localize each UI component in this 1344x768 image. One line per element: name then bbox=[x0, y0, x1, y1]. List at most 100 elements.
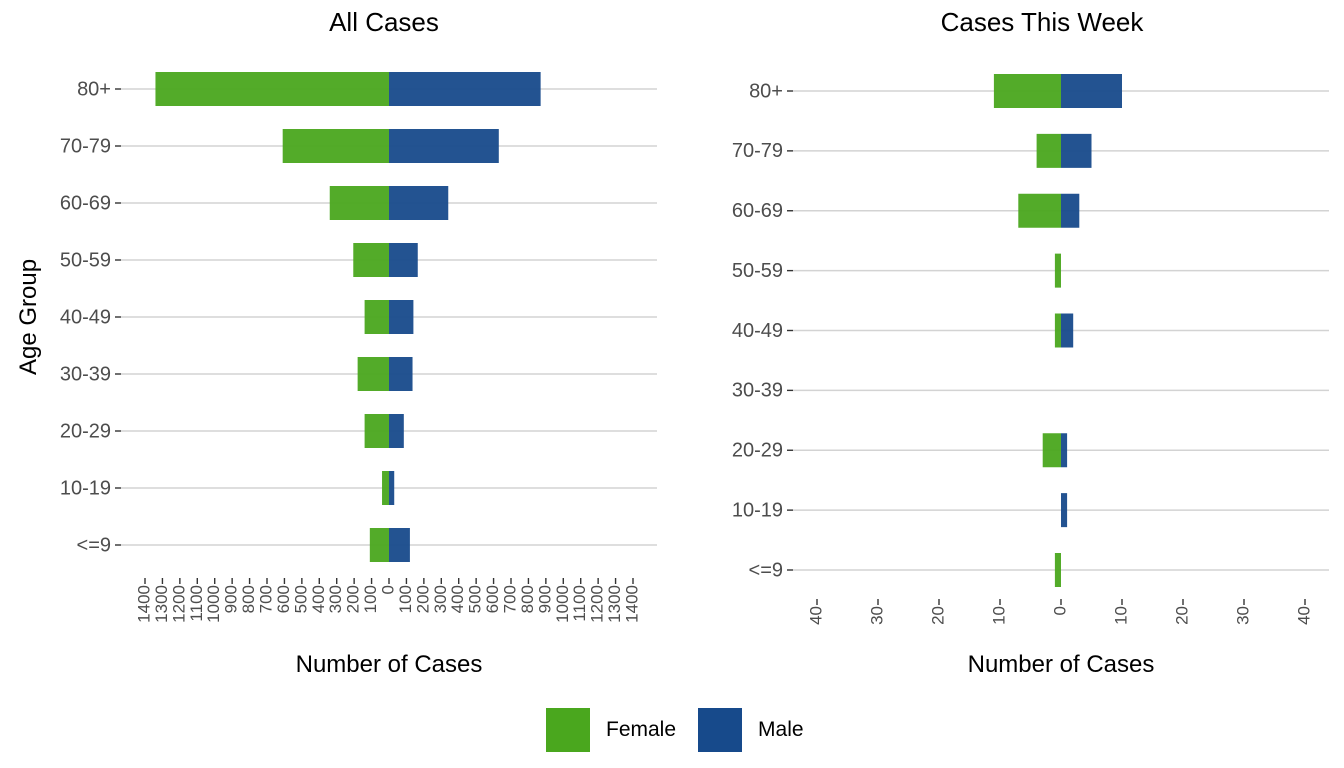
y-tick-label-1-1: 70-79 bbox=[60, 135, 111, 157]
y-tick-label-2-2: 60-69 bbox=[732, 200, 783, 222]
x-tick-label-1-10: 400 bbox=[309, 585, 328, 613]
x-tick-label-1-3: 1100 bbox=[187, 585, 206, 622]
x-tick-label-1-28: 1400 bbox=[622, 585, 641, 623]
x-tick-label-2-8: 40 bbox=[1294, 606, 1313, 625]
bar-2-male-2 bbox=[1061, 193, 1080, 228]
x-tick-label-2-5: 10 bbox=[1111, 606, 1130, 625]
bar-2-female-6 bbox=[1042, 433, 1061, 468]
bar-1-female-6 bbox=[364, 414, 389, 448]
y-tick-label-2-4: 40-49 bbox=[732, 320, 783, 342]
bar-1-female-8 bbox=[369, 528, 389, 562]
panel-title-1: All Cases bbox=[329, 7, 439, 37]
bar-2-male-0 bbox=[1061, 74, 1122, 108]
y-tick-label-1-4: 40-49 bbox=[60, 306, 111, 328]
y-tick-label-2-6: 20-29 bbox=[732, 440, 783, 462]
bar-1-female-5 bbox=[357, 357, 389, 391]
bar-2-female-1 bbox=[1036, 133, 1061, 168]
x-tick-label-2-4: 0 bbox=[1050, 606, 1069, 615]
y-tick-label-2-7: 10-19 bbox=[732, 499, 783, 521]
bar-1-female-4 bbox=[364, 300, 389, 334]
x-tick-label-1-19: 500 bbox=[466, 585, 485, 613]
x-tick-label-1-2: 1200 bbox=[169, 585, 188, 623]
bar-2-female-8 bbox=[1054, 553, 1061, 587]
x-tick-label-1-24: 1000 bbox=[553, 585, 572, 623]
y-tick-label-1-3: 50-59 bbox=[60, 249, 111, 271]
bar-1-female-3 bbox=[353, 243, 389, 277]
y-tick-label-2-1: 70-79 bbox=[732, 140, 783, 162]
x-tick-label-1-0: 1400 bbox=[134, 585, 153, 623]
x-tick-label-1-25: 1100 bbox=[570, 585, 589, 622]
x-tick-label-2-3: 10 bbox=[989, 606, 1008, 625]
x-tick-label-1-21: 700 bbox=[500, 585, 519, 613]
bar-2-male-6 bbox=[1061, 433, 1068, 468]
x-tick-label-1-1: 1300 bbox=[152, 585, 171, 623]
x-tick-label-1-26: 1200 bbox=[588, 585, 607, 623]
x-tick-label-2-6: 20 bbox=[1172, 606, 1191, 625]
x-tick-label-2-2: 20 bbox=[928, 606, 947, 625]
legend: Female Male bbox=[546, 708, 826, 752]
x-tick-label-1-9: 500 bbox=[291, 585, 310, 613]
bar-1-male-0 bbox=[389, 72, 541, 106]
x-tick-label-1-22: 800 bbox=[518, 585, 537, 613]
x-tick-label-1-11: 300 bbox=[326, 585, 345, 613]
x-tick-label-1-12: 200 bbox=[344, 585, 363, 613]
bar-1-male-8 bbox=[389, 528, 410, 562]
x-tick-label-1-15: 100 bbox=[396, 585, 415, 613]
bar-2-male-1 bbox=[1061, 133, 1092, 168]
bar-1-male-5 bbox=[389, 357, 413, 391]
x-tick-label-1-27: 1300 bbox=[605, 585, 624, 623]
bar-2-female-4 bbox=[1054, 313, 1061, 348]
bar-1-female-2 bbox=[329, 186, 389, 220]
legend-key-male bbox=[698, 708, 743, 752]
bar-1-male-1 bbox=[389, 129, 499, 163]
y-tick-label-2-8: <=9 bbox=[749, 559, 783, 581]
x-tick-label-1-18: 400 bbox=[448, 585, 467, 613]
bar-1-male-6 bbox=[389, 414, 404, 448]
y-tick-label-1-2: 60-69 bbox=[60, 192, 111, 214]
bar-1-male-7 bbox=[389, 471, 395, 505]
x-tick-label-2-7: 30 bbox=[1233, 606, 1252, 625]
y-tick-label-2-0: 80+ bbox=[749, 80, 783, 102]
bar-1-female-7 bbox=[382, 471, 389, 505]
legend-key-female bbox=[546, 708, 590, 752]
y-tick-label-1-7: 10-19 bbox=[60, 477, 111, 499]
bar-1-male-4 bbox=[389, 300, 414, 334]
x-tick-label-1-6: 800 bbox=[239, 585, 258, 613]
legend-item-female: Female bbox=[546, 708, 676, 752]
x-tick-label-2-1: 30 bbox=[867, 606, 886, 625]
bar-1-male-2 bbox=[389, 186, 449, 220]
bar-1-female-1 bbox=[282, 129, 389, 163]
x-tick-label-2-0: 40 bbox=[806, 606, 825, 625]
bar-2-female-0 bbox=[993, 74, 1061, 108]
x-tick-label-1-20: 600 bbox=[483, 585, 502, 613]
x-tick-label-1-16: 200 bbox=[413, 585, 432, 613]
y-tick-label-1-0: 80+ bbox=[77, 78, 111, 100]
x-tick-label-1-4: 1000 bbox=[204, 585, 223, 623]
legend-label-female: Female bbox=[606, 718, 677, 741]
legend-label-male: Male bbox=[758, 718, 804, 741]
x-tick-label-1-5: 900 bbox=[222, 585, 241, 613]
bar-1-male-3 bbox=[389, 243, 418, 277]
y-tick-label-1-8: <=9 bbox=[77, 534, 111, 556]
y-tick-label-2-3: 50-59 bbox=[732, 260, 783, 282]
x-axis-title-2: Number of Cases bbox=[968, 651, 1155, 678]
y-tick-label-1-6: 20-29 bbox=[60, 420, 111, 442]
bar-2-female-3 bbox=[1054, 253, 1061, 288]
bar-2-female-2 bbox=[1018, 193, 1061, 228]
x-axis-title-1: Number of Cases bbox=[296, 651, 483, 678]
x-tick-label-1-14: 0 bbox=[378, 585, 397, 594]
x-tick-label-1-23: 900 bbox=[535, 585, 554, 613]
x-tick-label-1-17: 300 bbox=[431, 585, 450, 613]
x-tick-label-1-7: 700 bbox=[256, 585, 275, 613]
y-tick-label-2-5: 30-39 bbox=[732, 380, 783, 402]
legend-item-male: Male bbox=[698, 708, 804, 752]
panel-title-2: Cases This Week bbox=[941, 7, 1145, 37]
x-tick-label-1-13: 100 bbox=[361, 585, 380, 613]
y-axis-title-1: Age Group bbox=[15, 259, 42, 375]
x-tick-label-1-8: 600 bbox=[274, 585, 293, 613]
y-tick-label-1-5: 30-39 bbox=[60, 363, 111, 385]
bar-1-female-0 bbox=[155, 72, 389, 106]
bar-2-male-4 bbox=[1061, 313, 1074, 348]
bar-2-male-7 bbox=[1061, 493, 1068, 528]
